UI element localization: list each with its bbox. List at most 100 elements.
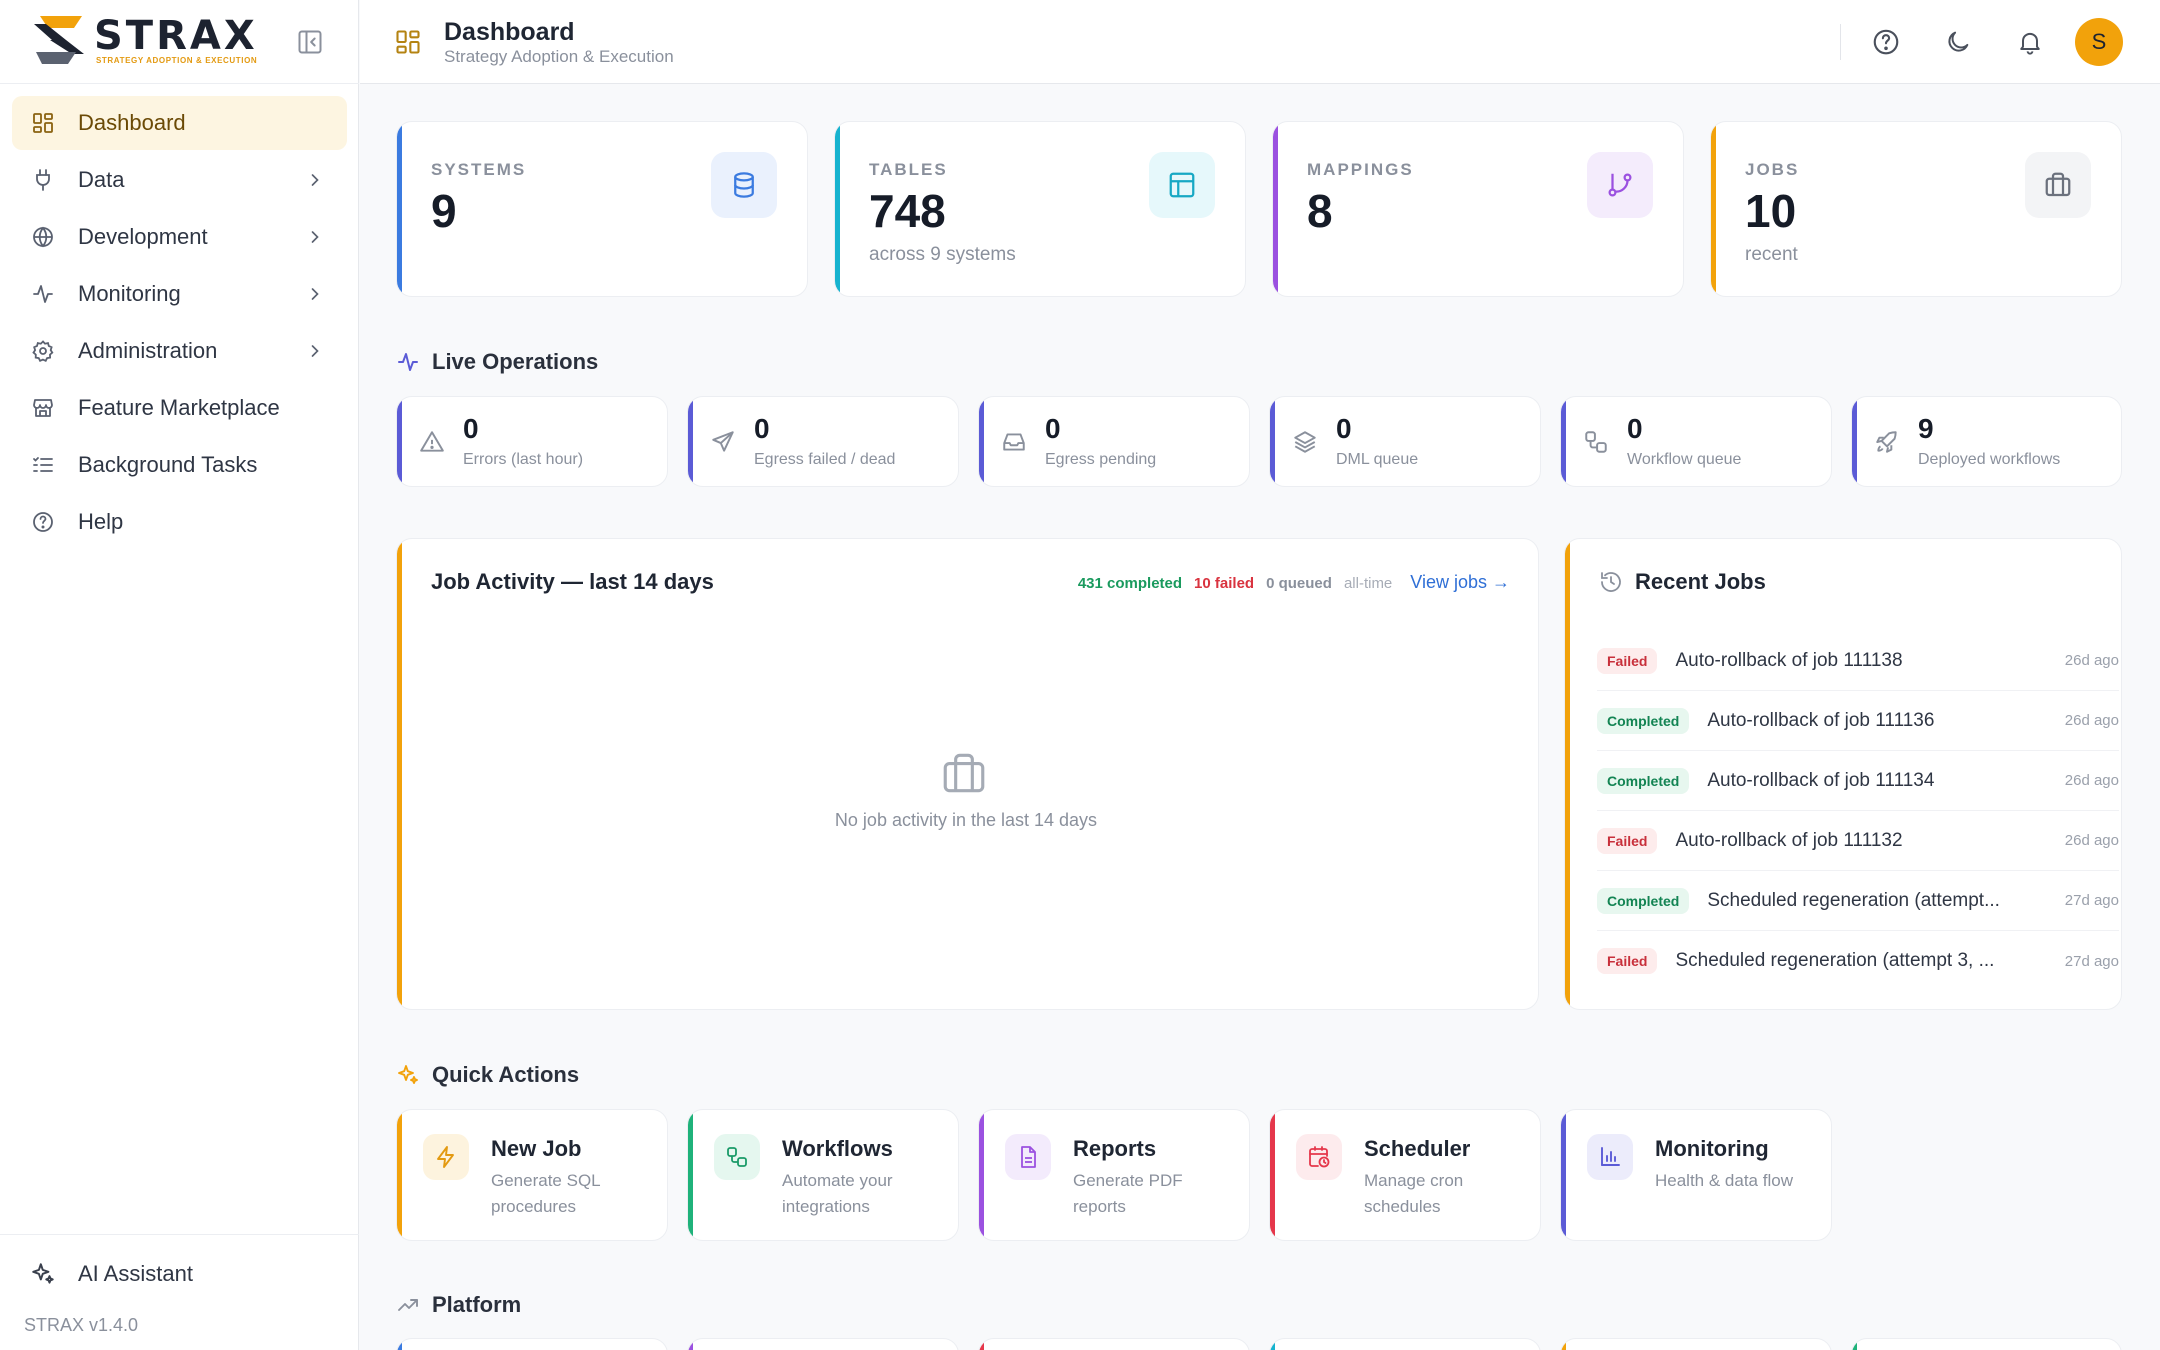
platform-card[interactable]: [1560, 1338, 1832, 1350]
sidebar-item-development[interactable]: Development: [12, 210, 347, 264]
stat-card-systems[interactable]: SYSTEMS 9: [396, 121, 808, 297]
sidebar-item-label: Dashboard: [78, 110, 186, 135]
platform-card[interactable]: [687, 1338, 959, 1350]
notifications-button[interactable]: [2012, 24, 2048, 60]
stat-card-mappings[interactable]: MAPPINGS 8: [1272, 121, 1684, 297]
sidebar-item-dashboard[interactable]: Dashboard: [12, 96, 347, 150]
plug-icon: [30, 167, 56, 193]
warning-icon: [420, 431, 444, 452]
job-name: Auto-rollback of job 111138: [1675, 649, 1903, 671]
sidebar-item-label: Administration: [78, 338, 218, 363]
sparkles-icon: [32, 1263, 54, 1284]
accent-bar: [835, 122, 840, 296]
gear-icon: [30, 338, 56, 364]
stat-card-jobs[interactable]: JOBS 10 recent: [1710, 121, 2122, 297]
chevron-right-icon: [311, 345, 319, 357]
sidebar-item-data[interactable]: Data: [12, 153, 347, 207]
sidebar-item-administration[interactable]: Administration: [12, 324, 347, 378]
job-time: 26d ago: [2064, 712, 2119, 729]
quick-action-desc: Manage cron schedules: [1364, 1171, 1464, 1216]
stat-subtext: recent: [1745, 244, 1798, 265]
accent-bar: [1852, 1339, 1857, 1350]
platform-heading: Platform: [396, 1292, 521, 1318]
strax-logo-mark: [34, 16, 84, 64]
accent-bar: [397, 1110, 402, 1240]
collapse-sidebar-button[interactable]: [296, 28, 324, 56]
brand-logo[interactable]: STRAX STRATEGY ADOPTION & EXECUTION: [32, 14, 257, 66]
list-item[interactable]: Completed Auto-rollback of job 111136 26…: [1597, 691, 2119, 751]
recent-jobs-panel: Recent Jobs Failed Auto-rollback of job …: [1564, 538, 2122, 1010]
sidebar-nav: Dashboard Data Development Mo: [12, 96, 347, 552]
list-item[interactable]: Failed Auto-rollback of job 111132 26d a…: [1597, 811, 2119, 871]
op-value: 0: [754, 413, 770, 444]
sidebar-header: STRAX STRATEGY ADOPTION & EXECUTION: [0, 0, 359, 84]
dashboard-icon: [396, 30, 420, 54]
sidebar-item-monitoring[interactable]: Monitoring: [12, 267, 347, 321]
quick-action-new-job[interactable]: New Job Generate SQL procedures: [396, 1109, 668, 1241]
database-icon: [711, 152, 777, 218]
live-op-dml-queue[interactable]: 0 DML queue: [1269, 396, 1541, 487]
list-item[interactable]: Completed Auto-rollback of job 111134 26…: [1597, 751, 2119, 811]
sidebar-item-background-tasks[interactable]: Background Tasks: [12, 438, 347, 492]
live-op-egress-failed[interactable]: 0 Egress failed / dead: [687, 396, 959, 487]
accent-bar: [1273, 122, 1278, 296]
bolt-icon: [423, 1134, 469, 1180]
help-icon: [30, 509, 56, 535]
user-avatar[interactable]: S: [2075, 18, 2123, 66]
section-title: Recent Jobs: [1635, 569, 1766, 594]
sidebar-item-label: Data: [78, 167, 125, 192]
live-op-deployed-workflows[interactable]: 9 Deployed workflows: [1851, 396, 2122, 487]
briefcase-icon: [2025, 152, 2091, 218]
accent-bar: [397, 397, 402, 486]
ai-assistant-button[interactable]: AI Assistant: [30, 1261, 193, 1287]
job-name: Auto-rollback of job 111134: [1707, 769, 1935, 791]
platform-card[interactable]: [978, 1338, 1250, 1350]
list-item[interactable]: Completed Scheduled regeneration (attemp…: [1597, 871, 2119, 931]
inbox-icon: [1003, 433, 1025, 451]
activity-icon: [398, 353, 418, 371]
op-label: Workflow queue: [1627, 451, 1742, 468]
sidebar-item-label: Background Tasks: [78, 452, 258, 477]
live-op-egress-pending[interactable]: 0 Egress pending: [978, 396, 1250, 487]
stat-card-tables[interactable]: TABLES 748 across 9 systems: [834, 121, 1246, 297]
theme-toggle-button[interactable]: [1940, 24, 1976, 60]
accent-bar: [688, 1339, 693, 1350]
platform-card[interactable]: [396, 1338, 668, 1350]
history-icon: [1601, 572, 1621, 592]
job-time: 27d ago: [2064, 952, 2119, 970]
quick-action-workflows[interactable]: Workflows Automate your integrations: [687, 1109, 959, 1241]
help-button[interactable]: [1868, 24, 1904, 60]
status-badge: Failed: [1597, 948, 1658, 974]
send-icon: [712, 431, 734, 452]
platform-card[interactable]: [1269, 1338, 1541, 1350]
activity-icon: [30, 281, 56, 307]
accent-bar: [979, 397, 984, 486]
topbar-divider: [1840, 24, 1841, 60]
sidebar-footer: AI Assistant STRAX v1.4.0: [0, 1234, 359, 1350]
live-op-workflow-queue[interactable]: 0 Workflow queue: [1560, 396, 1832, 487]
op-value: 0: [463, 413, 479, 444]
quick-action-scheduler[interactable]: Scheduler Manage cron schedules: [1269, 1109, 1541, 1241]
accent-bar: [1852, 397, 1857, 486]
accent-bar: [1561, 1110, 1566, 1240]
ai-assistant-label: AI Assistant: [78, 1261, 193, 1286]
sidebar-item-help[interactable]: Help: [12, 495, 347, 549]
document-icon: [1005, 1134, 1051, 1180]
quick-action-title: Reports: [1073, 1136, 1157, 1161]
accent-bar: [397, 122, 402, 296]
quick-action-title: Scheduler: [1364, 1136, 1471, 1161]
bar-chart-icon: [1587, 1134, 1633, 1180]
platform-card[interactable]: [1851, 1338, 2122, 1350]
list-item[interactable]: Failed Scheduled regeneration (attempt 3…: [1597, 931, 2119, 991]
accent-bar: [397, 1339, 402, 1350]
view-jobs-link[interactable]: View jobs →: [1410, 572, 1510, 592]
quick-action-reports[interactable]: Reports Generate PDF reports: [978, 1109, 1250, 1241]
list-item[interactable]: Failed Auto-rollback of job 111138 26d a…: [1597, 631, 2119, 691]
briefcase-icon: [943, 753, 985, 793]
live-op-errors[interactable]: 0 Errors (last hour): [396, 396, 668, 487]
section-title: Platform: [432, 1292, 522, 1317]
job-activity-panel: Job Activity — last 14 days 431 complete…: [396, 538, 1539, 1010]
sidebar-item-feature-marketplace[interactable]: Feature Marketplace: [12, 381, 347, 435]
quick-action-monitoring[interactable]: Monitoring Health & data flow: [1560, 1109, 1832, 1241]
